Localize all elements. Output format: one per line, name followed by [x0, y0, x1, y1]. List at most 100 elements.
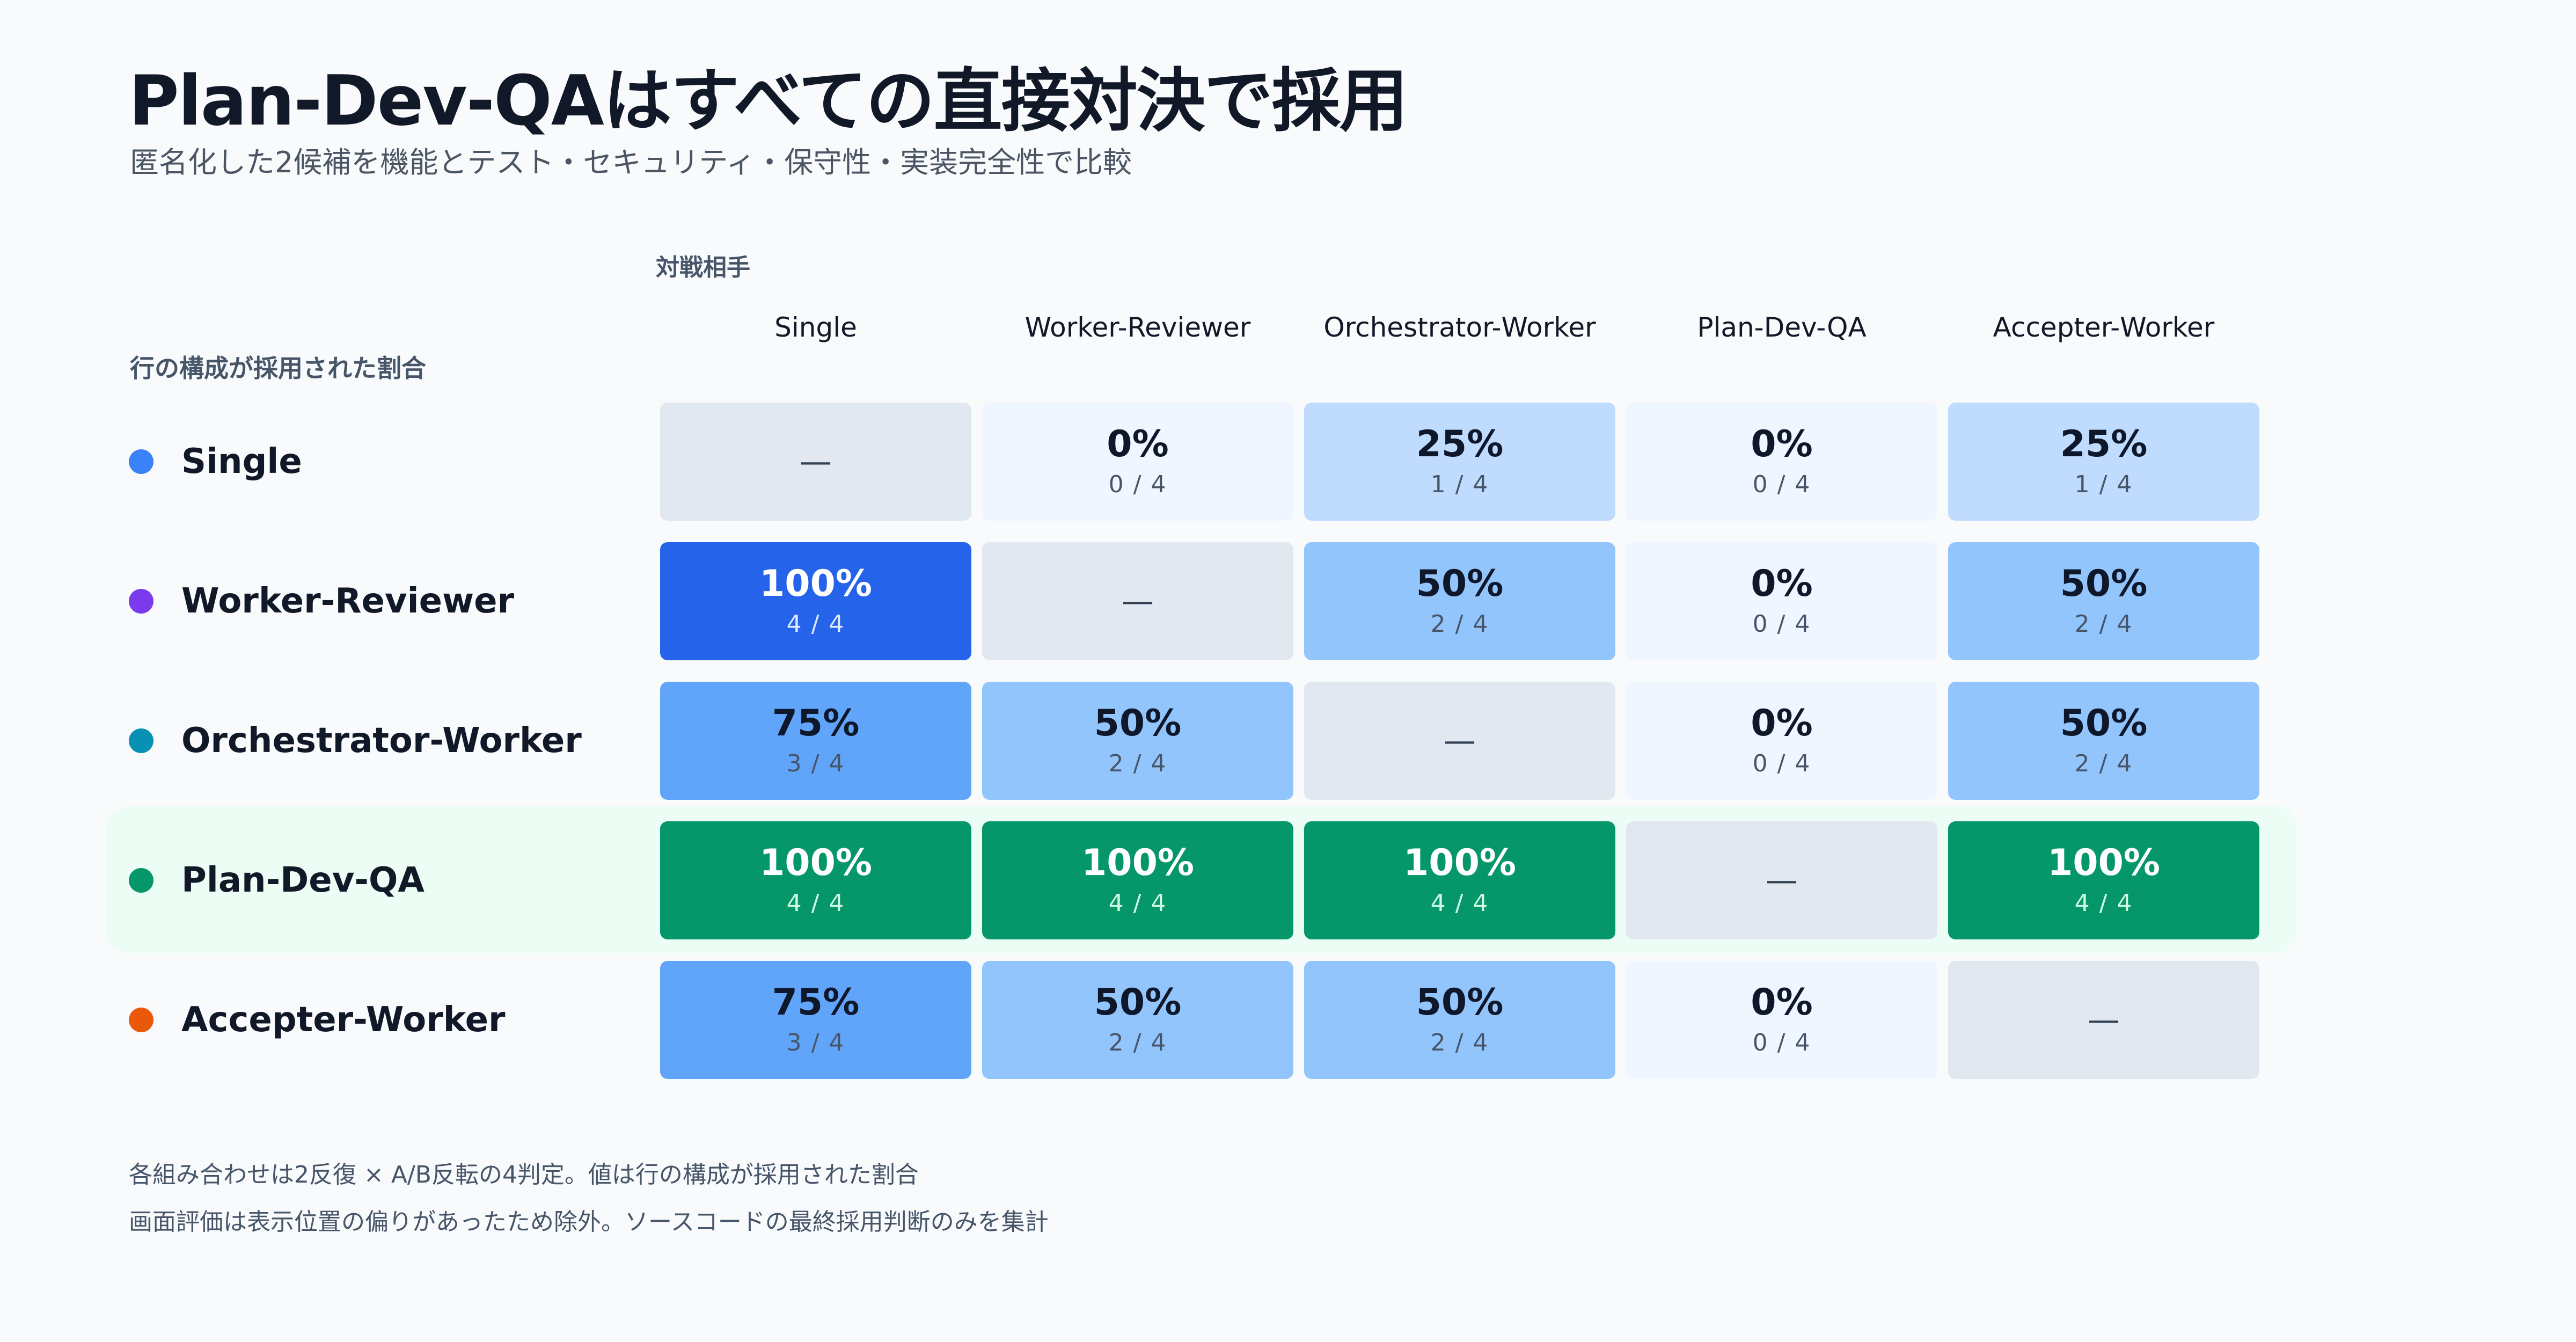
page-subtitle: 匿名化した2候補を機能とテスト・セキュリティ・保守性・実装完全性で比較: [130, 145, 1132, 179]
cell-percentage: 50%: [1094, 981, 1182, 1024]
row-label: Orchestrator-Worker: [129, 682, 582, 800]
heatmap-cell-diagonal: —: [1948, 961, 2259, 1079]
column-header-line: Single: [774, 311, 857, 343]
cell-percentage: 0%: [1751, 702, 1813, 745]
cell-percentage: 25%: [1416, 422, 1504, 465]
cell-fraction: 2 / 4: [1108, 750, 1167, 778]
cell-fraction: 2 / 4: [2074, 610, 2133, 638]
row-name: Worker-Reviewer: [181, 581, 515, 621]
legend-dot: [129, 868, 153, 893]
cell-fraction: 0 / 4: [1752, 610, 1811, 638]
heatmap-cell: 50% 2 / 4: [1304, 542, 1615, 660]
cell-fraction: 4 / 4: [786, 889, 845, 917]
heatmap-cell: 50% 2 / 4: [1304, 961, 1615, 1079]
cell-fraction: 2 / 4: [1430, 1029, 1489, 1057]
cell-percentage: 75%: [772, 702, 860, 745]
cell-fraction: 4 / 4: [1430, 889, 1489, 917]
page-title: Plan-Dev-QAはすべての直接対決で採用: [129, 61, 1408, 141]
cell-percentage: 50%: [1416, 981, 1504, 1024]
cell-fraction: 4 / 4: [786, 610, 845, 638]
heatmap-cell: 100% 4 / 4: [982, 821, 1293, 939]
column-header-line: Orchestrator-: [1323, 311, 1502, 343]
cell-percentage: 25%: [2060, 422, 2148, 465]
cell-percentage: 50%: [2060, 702, 2148, 745]
cell-percentage: 0%: [1107, 422, 1169, 465]
heatmap-cell-diagonal: —: [660, 403, 971, 521]
cell-percentage: 0%: [1751, 562, 1813, 605]
heatmap-cell: 0% 0 / 4: [982, 403, 1293, 521]
column-axis-label: 対戦相手: [656, 254, 750, 281]
row-name: Orchestrator-Worker: [181, 721, 582, 761]
cell-fraction: 0 / 4: [1108, 471, 1167, 499]
row-label: Worker-Reviewer: [129, 542, 514, 660]
cell-percentage: 100%: [2047, 841, 2161, 884]
column-header: Plan- Dev-QA: [1626, 279, 1937, 376]
column-header-line: Worker: [1501, 311, 1596, 343]
cell-fraction: 3 / 4: [786, 750, 845, 778]
row-label: Single: [129, 403, 302, 521]
column-header: Worker- Reviewer: [982, 279, 1293, 376]
cell-fraction: 1 / 4: [2074, 471, 2133, 499]
cell-fraction: 0 / 4: [1752, 750, 1811, 778]
heatmap-cell: 50% 2 / 4: [982, 961, 1293, 1079]
cell-dash: —: [1766, 861, 1798, 899]
legend-dot: [129, 589, 153, 614]
cell-percentage: 0%: [1751, 422, 1813, 465]
cell-percentage: 100%: [1081, 841, 1195, 884]
column-header-line: Accepter-: [1993, 311, 2120, 343]
cell-percentage: 0%: [1751, 981, 1813, 1024]
heatmap-cell: 0% 0 / 4: [1626, 961, 1937, 1079]
cell-fraction: 0 / 4: [1752, 1029, 1811, 1057]
cell-percentage: 100%: [759, 841, 873, 884]
row-name: Single: [181, 442, 302, 482]
cell-fraction: 2 / 4: [1108, 1029, 1167, 1057]
column-header-line: Dev-QA: [1763, 311, 1867, 343]
row-name: Accepter-Worker: [181, 1000, 506, 1040]
heatmap-cell: 0% 0 / 4: [1626, 682, 1937, 800]
column-header-line: Reviewer: [1127, 311, 1251, 343]
heatmap-cell-diagonal: —: [982, 542, 1293, 660]
cell-dash: —: [1444, 721, 1476, 760]
legend-dot: [129, 1008, 153, 1032]
cell-percentage: 100%: [1403, 841, 1517, 884]
heatmap-cell-diagonal: —: [1626, 821, 1937, 939]
heatmap-cell-diagonal: —: [1304, 682, 1615, 800]
heatmap-cell: 50% 2 / 4: [1948, 542, 2259, 660]
row-label: Plan-Dev-QA: [129, 821, 425, 939]
column-header: Accepter- Worker: [1948, 279, 2259, 376]
row-name: Plan-Dev-QA: [181, 860, 425, 900]
cell-percentage: 75%: [772, 981, 860, 1024]
legend-dot: [129, 728, 153, 753]
cell-fraction: 4 / 4: [2074, 889, 2133, 917]
cell-percentage: 50%: [1094, 702, 1182, 745]
row-label: Accepter-Worker: [129, 961, 506, 1079]
footnote-1: 各組み合わせは2反復 × A/B反転の4判定。値は行の構成が採用された割合: [129, 1161, 919, 1188]
column-header-line: Plan-: [1697, 311, 1764, 343]
heatmap-cell: 0% 0 / 4: [1626, 403, 1937, 521]
heatmap-cell: 100% 4 / 4: [660, 821, 971, 939]
cell-percentage: 50%: [2060, 562, 2148, 605]
column-header-line: Worker: [2120, 311, 2215, 343]
cell-fraction: 2 / 4: [2074, 750, 2133, 778]
legend-dot: [129, 449, 153, 474]
column-header-line: Worker-: [1024, 311, 1128, 343]
heatmap-cell: 75% 3 / 4: [660, 682, 971, 800]
footnote-2: 画面評価は表示位置の偏りがあったため除外。ソースコードの最終採用判断のみを集計: [129, 1208, 1049, 1236]
cell-fraction: 2 / 4: [1430, 610, 1489, 638]
column-header: Single: [660, 279, 971, 376]
heatmap-cell: 50% 2 / 4: [982, 682, 1293, 800]
cell-fraction: 4 / 4: [1108, 889, 1167, 917]
heatmap-cell: 25% 1 / 4: [1948, 403, 2259, 521]
cell-percentage: 100%: [759, 562, 873, 605]
heatmap-cell: 50% 2 / 4: [1948, 682, 2259, 800]
cell-fraction: 1 / 4: [1430, 471, 1489, 499]
cell-dash: —: [2088, 1001, 2120, 1039]
heatmap-cell: 25% 1 / 4: [1304, 403, 1615, 521]
heatmap-cell: 100% 4 / 4: [1304, 821, 1615, 939]
heatmap-cell: 75% 3 / 4: [660, 961, 971, 1079]
cell-percentage: 50%: [1416, 562, 1504, 605]
cell-fraction: 0 / 4: [1752, 471, 1811, 499]
column-header: Orchestrator- Worker: [1304, 279, 1615, 376]
heatmap-cell: 100% 4 / 4: [1948, 821, 2259, 939]
heatmap-cell: 100% 4 / 4: [660, 542, 971, 660]
